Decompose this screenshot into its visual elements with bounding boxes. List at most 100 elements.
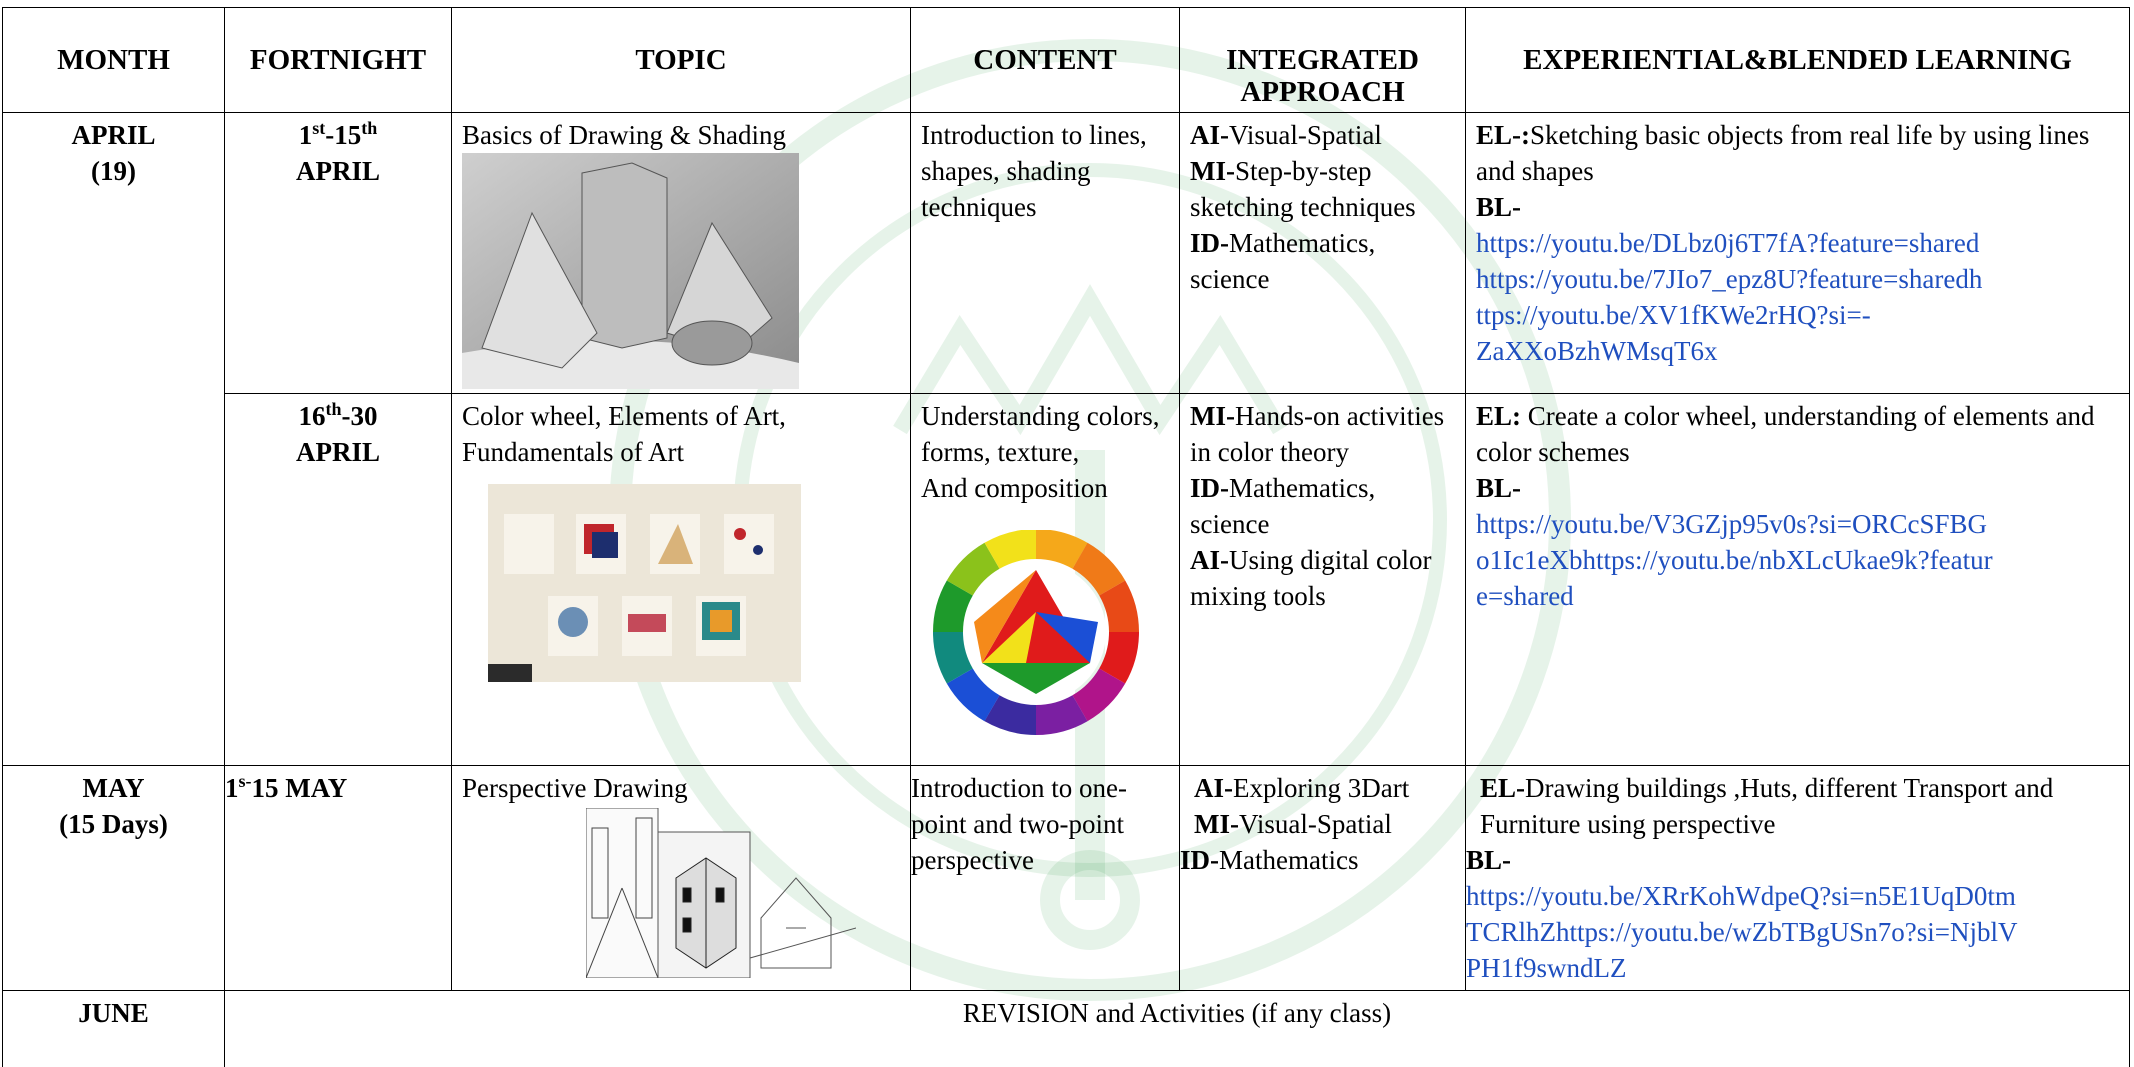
link-line: https://youtu.be/XRrKohWdpeQ?si=n5E1UqD0…: [1466, 881, 2016, 911]
el-item: EL-:Sketching basic objects from real li…: [1476, 117, 2119, 189]
fortnight-sup: th: [325, 399, 342, 419]
approach-label: MI-: [1190, 401, 1235, 431]
topic-cell: Basics of Drawing & Shading: [451, 112, 911, 394]
header-cell: INTEGRATED APPROACH: [1179, 7, 1466, 113]
fortnight-sup: s-: [238, 771, 252, 791]
month: MAY: [82, 773, 145, 803]
approach-item: MI-Hands-on activities in color theory: [1190, 398, 1455, 470]
approach-item: MI-Step-by-step sketching techniques: [1190, 153, 1455, 225]
syllabus-table: MONTH FORTNIGHT TOPIC CONTENT INTEGRATED…: [2, 7, 2130, 1067]
fortnight-cell: 1s-15 MAY: [224, 765, 452, 991]
bl-label: BL-: [1476, 192, 1522, 222]
topic: Perspective Drawing: [462, 773, 688, 803]
approach-text: Step-by-step sketching techniques: [1190, 156, 1416, 222]
link-line: https://youtu.be/DLbz0j6T7fA?feature=sha…: [1476, 228, 1980, 258]
approach-item: ID-Mathematics: [1180, 842, 1456, 878]
header-cell: TOPIC: [451, 7, 911, 113]
el-label: EL-: [1480, 773, 1526, 803]
month-days: (15 Days): [59, 809, 168, 839]
link-line: o1Ic1eXbhttps://youtu.be/nbXLcUkae9k?fea…: [1476, 545, 1993, 575]
el-item: EL: Create a color wheel, understanding …: [1476, 398, 2119, 470]
fortnight: 1: [298, 120, 313, 150]
topic-cell: Color wheel, Elements of Art, Fundamenta…: [451, 393, 911, 766]
month-cell: MAY (15 Days): [2, 765, 225, 991]
fortnight-cell: 1st-15th APRIL: [224, 112, 452, 394]
fortnight: 16: [298, 401, 326, 431]
el-text: Drawing buildings ,Huts, different Trans…: [1480, 773, 2054, 839]
header-cell: MONTH: [2, 7, 225, 113]
el-text: Sketching basic objects from real life b…: [1476, 120, 2090, 186]
fortnight-month: APRIL: [295, 437, 380, 467]
approach-label: ID-: [1180, 845, 1220, 875]
link-line: TCRlhZhttps://youtu.be/wZbTBgUSn7o?si=Nj…: [1466, 917, 2018, 947]
month: APRIL: [71, 120, 156, 150]
approach-cell: AI-Visual-Spatial MI-Step-by-step sketch…: [1179, 112, 1466, 394]
header-row: MONTH FORTNIGHT TOPIC CONTENT INTEGRATED…: [2, 7, 2130, 113]
month-cell: APRIL (19): [2, 112, 225, 766]
el-label: EL:: [1476, 401, 1522, 431]
approach-text: Exploring 3Dart: [1233, 773, 1410, 803]
approach-item: MI-Visual-Spatial: [1181, 806, 1456, 842]
approach-text: Mathematics, science: [1190, 473, 1376, 539]
fortnight-sup: st: [312, 118, 326, 138]
el-item: EL-Drawing buildings ,Huts, different Tr…: [1467, 770, 2120, 842]
row: 16th-30 APRIL Color wheel, Elements of A…: [3, 393, 2130, 766]
el-label: EL-:: [1476, 120, 1530, 150]
header-cell: EXPERIENTIAL&BLENDED LEARNING: [1465, 7, 2130, 113]
content-cell: Introduction to one-point and two-point …: [910, 765, 1180, 991]
content-cell: Understanding colors, forms, texture, An…: [910, 393, 1180, 766]
learning-cell: EL-Drawing buildings ,Huts, different Tr…: [1465, 765, 2130, 991]
approach-text: Mathematics, science: [1190, 228, 1376, 294]
content-cell: Introduction to lines, shapes, shading t…: [910, 112, 1180, 394]
approach-text: Visual-Spatial: [1229, 120, 1382, 150]
header-cell: CONTENT: [910, 7, 1180, 113]
topic-cell: Perspective Drawing: [451, 765, 911, 991]
approach-text: Using digital color mixing tools: [1190, 545, 1432, 611]
approach-label: MI-: [1190, 156, 1235, 186]
approach-cell: MI-Hands-on activities in color theory I…: [1179, 393, 1466, 766]
approach-label: AI-: [1190, 120, 1229, 150]
bl-label: BL-: [1466, 845, 1512, 875]
row: JUNE REVISION and Activities (if any cla…: [2, 990, 2130, 1067]
fortnight: -30: [341, 401, 378, 431]
link-line: ZaXXoBzhWMsqT6x: [1476, 336, 1718, 366]
fortnight-cell: 16th-30 APRIL: [224, 393, 452, 766]
link-line: https://youtu.be/V3GZjp95v0s?si=ORCcSFBG: [1476, 509, 1988, 539]
fortnight: 1: [225, 773, 239, 803]
fortnight-month: APRIL: [295, 156, 380, 186]
learning-cell: EL-:Sketching basic objects from real li…: [1465, 112, 2130, 394]
approach-item: AI-Exploring 3Dart: [1181, 770, 1456, 806]
link-line: e=shared: [1476, 581, 1574, 611]
approach-text: Hands-on activities in color theory: [1190, 401, 1445, 467]
approach-label: AI-: [1194, 773, 1233, 803]
row: MAY (15 Days) 1s-15 MAY Perspective Draw…: [2, 765, 2130, 991]
topic: Basics of Drawing & Shading: [462, 120, 786, 150]
month-days: (19): [91, 156, 136, 186]
note-cell: REVISION and Activities (if any class): [224, 990, 2130, 1067]
topic: Fundamentals of Art: [462, 437, 684, 467]
approach-text: Visual-Spatial: [1238, 809, 1392, 839]
fortnight: 15 MAY: [251, 773, 348, 803]
bl-label: BL-: [1476, 473, 1522, 503]
content: Introduction to one-point and two-point …: [911, 773, 1127, 875]
approach-label: MI-: [1194, 809, 1239, 839]
elements-image: [488, 484, 801, 682]
link-line: PH1f9swndLZ: [1466, 953, 1627, 983]
content: Introduction to lines, shapes, shading t…: [921, 120, 1147, 222]
approach-label: AI-: [1190, 545, 1229, 575]
approach-item: AI-Visual-Spatial: [1190, 117, 1455, 153]
month: JUNE: [78, 998, 149, 1028]
link-line: ttps://youtu.be/XV1fKWe2rHQ?si=-: [1476, 300, 1871, 330]
topic: Color wheel, Elements of Art,: [462, 401, 786, 431]
el-text: Create a color wheel, understanding of e…: [1476, 401, 2095, 467]
approach-label: ID-: [1190, 473, 1229, 503]
learning-cell: EL: Create a color wheel, understanding …: [1465, 393, 2130, 766]
month-cell: JUNE: [2, 990, 225, 1067]
fortnight: -15: [325, 120, 362, 150]
color-wheel-image: [933, 530, 1139, 735]
link-line: https://youtu.be/7JIo7_epz8U?feature=sha…: [1476, 264, 1983, 294]
perspective-image: [586, 808, 856, 978]
approach-label: ID-: [1190, 228, 1229, 258]
approach-item: AI-Using digital color mixing tools: [1190, 542, 1455, 614]
